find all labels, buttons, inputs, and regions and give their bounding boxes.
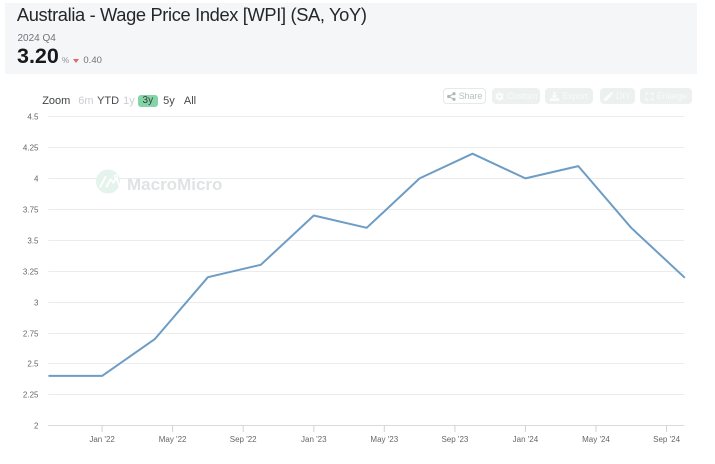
svg-text:May '24: May '24 xyxy=(582,435,610,444)
svg-text:Sep '24: Sep '24 xyxy=(653,435,680,444)
svg-text:2: 2 xyxy=(34,421,39,430)
svg-text:3.75: 3.75 xyxy=(23,205,39,214)
svg-text:3: 3 xyxy=(34,298,39,307)
svg-text:2.5: 2.5 xyxy=(27,359,39,368)
svg-text:Jan '24: Jan '24 xyxy=(513,435,539,444)
svg-text:Sep '23: Sep '23 xyxy=(441,435,468,444)
svg-text:3.5: 3.5 xyxy=(27,236,39,245)
svg-text:2.25: 2.25 xyxy=(23,390,39,399)
svg-text:3.25: 3.25 xyxy=(23,267,39,276)
svg-text:May '22: May '22 xyxy=(159,435,187,444)
svg-text:Jan '23: Jan '23 xyxy=(301,435,327,444)
svg-text:Jan '22: Jan '22 xyxy=(89,435,115,444)
svg-text:4.5: 4.5 xyxy=(27,112,39,121)
svg-text:4.25: 4.25 xyxy=(23,143,39,152)
svg-text:Sep '22: Sep '22 xyxy=(230,435,257,444)
svg-text:May '23: May '23 xyxy=(370,435,398,444)
svg-text:4: 4 xyxy=(34,174,39,183)
svg-text:MacroMicro: MacroMicro xyxy=(127,175,222,194)
svg-text:2.75: 2.75 xyxy=(23,329,39,338)
